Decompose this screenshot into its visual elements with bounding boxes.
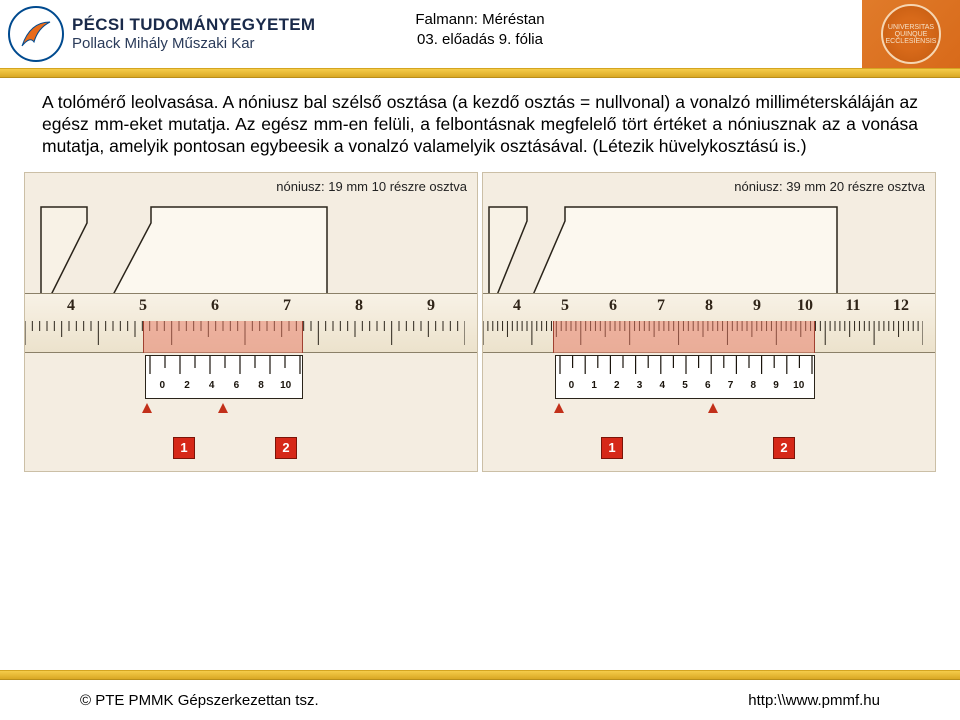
university-logo-block: PÉCSI TUDOMÁNYEGYETEM Pollack Mihály Műs… xyxy=(0,0,315,62)
arrow-indicator-2 xyxy=(218,403,228,413)
moving-jaw-icon xyxy=(111,205,331,297)
main-scale-numbers: 456789101112 xyxy=(483,297,935,315)
university-logo-icon xyxy=(8,6,64,62)
vernier-ticks xyxy=(556,356,816,378)
course-title: Falmann: Méréstan xyxy=(415,10,544,30)
top-divider xyxy=(0,68,960,78)
vernier-numbers: 012345678910 xyxy=(556,380,814,391)
slide-header: PÉCSI TUDOMÁNYEGYETEM Pollack Mihály Műs… xyxy=(0,0,960,68)
arrow-indicator-2 xyxy=(708,403,718,413)
vernier-scale: 012345678910 xyxy=(555,355,815,399)
main-scale-numbers: 456789 xyxy=(25,297,477,315)
red-label-2: 2 xyxy=(773,437,795,459)
figure-caption: nóniusz: 19 mm 10 részre osztva xyxy=(276,179,467,194)
figure-caption: nóniusz: 39 mm 20 részre osztva xyxy=(734,179,925,194)
university-name: PÉCSI TUDOMÁNYEGYETEM Pollack Mihály Műs… xyxy=(72,15,315,53)
footer-left: © PTE PMMK Gépszerkezettan tsz. xyxy=(80,692,319,709)
university-seal-icon: UNIVERSITAS QUINQUE ECCLESIENSIS xyxy=(862,0,960,68)
slide-footer: © PTE PMMK Gépszerkezettan tsz. http:\\w… xyxy=(0,680,960,720)
university-name-line2: Pollack Mihály Műszaki Kar xyxy=(72,35,315,53)
slide-number: 03. előadás 9. fólia xyxy=(415,30,544,50)
body-paragraph: A tolómérő leolvasása. A nóniusz bal szé… xyxy=(0,78,960,158)
footer-right: http:\\www.pmmf.hu xyxy=(748,692,880,709)
vernier-highlight xyxy=(553,321,815,353)
fixed-jaw-icon xyxy=(39,205,99,297)
moving-jaw-icon xyxy=(531,205,841,297)
vernier-highlight xyxy=(143,321,303,353)
red-label-1: 1 xyxy=(173,437,195,459)
vernier-ticks xyxy=(146,356,304,378)
university-name-line1: PÉCSI TUDOMÁNYEGYETEM xyxy=(72,15,315,35)
vernier-numbers: 0246810 xyxy=(146,380,302,391)
red-label-1: 1 xyxy=(601,437,623,459)
vernier-scale: 0246810 xyxy=(145,355,303,399)
figure-row: nóniusz: 19 mm 10 részre osztva 456789 0… xyxy=(24,172,936,472)
arrow-indicator-1 xyxy=(142,403,152,413)
bottom-divider xyxy=(0,670,960,680)
figure-right: nóniusz: 39 mm 20 részre osztva 45678910… xyxy=(482,172,936,472)
figure-left: nóniusz: 19 mm 10 részre osztva 456789 0… xyxy=(24,172,478,472)
slide-meta: Falmann: Méréstan 03. előadás 9. fólia xyxy=(415,10,544,51)
seal-inner-text: UNIVERSITAS QUINQUE ECCLESIENSIS xyxy=(881,4,941,64)
red-label-2: 2 xyxy=(275,437,297,459)
arrow-indicator-1 xyxy=(554,403,564,413)
fixed-jaw-icon xyxy=(487,205,537,297)
